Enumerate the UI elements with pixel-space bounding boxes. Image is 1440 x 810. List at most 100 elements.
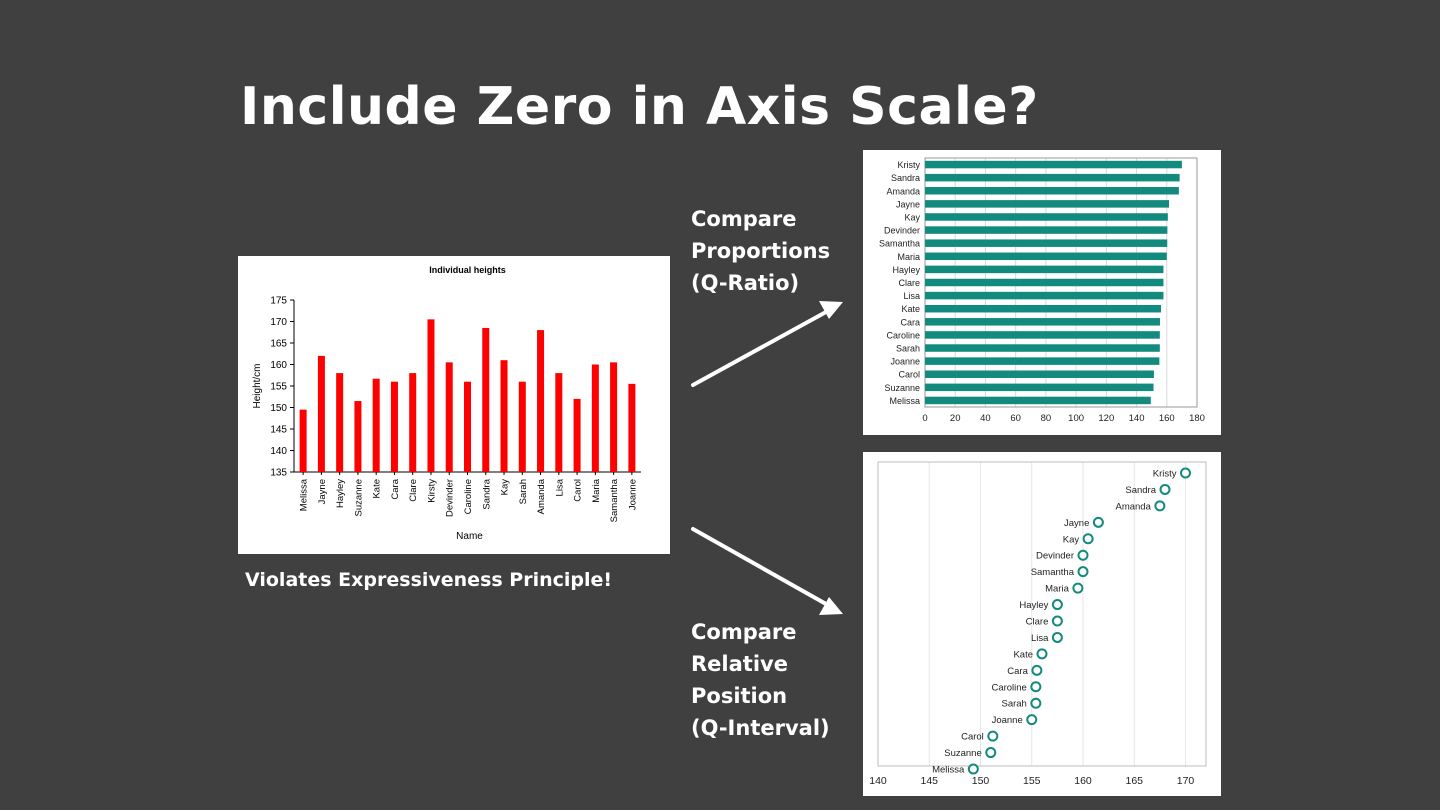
dot bbox=[1032, 666, 1041, 675]
point-label: Amanda bbox=[1115, 501, 1151, 512]
dot-plot-svg: 140 145 150 155 160 165 170 Kristy Sandra Amanda J… bbox=[863, 452, 1221, 796]
dot bbox=[1181, 469, 1190, 478]
dot bbox=[1053, 633, 1062, 642]
y-tick-label: Sandra bbox=[891, 173, 920, 183]
dot bbox=[1094, 518, 1103, 527]
x-tick-label: 120 bbox=[1098, 413, 1114, 424]
x-tick-label: 60 bbox=[1010, 413, 1021, 424]
x-tick-label: 170 bbox=[1177, 775, 1195, 787]
dot bbox=[1027, 715, 1036, 724]
y-tick-label: Kate bbox=[901, 304, 920, 314]
point-label: Kate bbox=[1013, 649, 1033, 660]
bar bbox=[925, 174, 1180, 182]
y-tick-label: Maria bbox=[897, 252, 920, 262]
bar bbox=[925, 213, 1168, 221]
bar bbox=[925, 318, 1160, 326]
point-label: Caroline bbox=[991, 682, 1026, 693]
x-tick-label: 0 bbox=[922, 413, 927, 424]
arrow-up-right-line bbox=[693, 312, 826, 385]
point-label: Suzanne bbox=[944, 748, 982, 759]
y-tick-label: Kay bbox=[904, 212, 920, 222]
y-tick-label: Clare bbox=[898, 278, 920, 288]
bar bbox=[925, 292, 1163, 300]
chart-panel-dot-plot: 140 145 150 155 160 165 170 Kristy Sandra Amanda J… bbox=[863, 452, 1221, 796]
x-tick-label: 160 bbox=[1074, 775, 1092, 787]
bar bbox=[925, 305, 1161, 313]
x-tick-label: 100 bbox=[1068, 413, 1084, 424]
arrow-down-right-line bbox=[693, 529, 826, 604]
y-tick-label: Devinder bbox=[884, 226, 920, 236]
bar bbox=[925, 187, 1179, 195]
y-tick-label: Amanda bbox=[886, 186, 920, 196]
bar bbox=[925, 279, 1163, 287]
dot bbox=[1155, 501, 1164, 510]
point-label: Cara bbox=[1007, 666, 1028, 677]
bar bbox=[925, 397, 1151, 405]
y-tick-label: Jayne bbox=[896, 199, 920, 209]
x-tick-label: 180 bbox=[1189, 413, 1205, 424]
y-tick-label: Joanne bbox=[890, 357, 920, 367]
y-tick-label: Kristy bbox=[898, 160, 921, 170]
x-tick-label: 160 bbox=[1159, 413, 1175, 424]
point-label: Maria bbox=[1045, 584, 1069, 595]
bar bbox=[925, 370, 1154, 378]
point-label: Kristy bbox=[1153, 469, 1177, 480]
dot bbox=[1038, 649, 1047, 658]
point-label: Hayley bbox=[1019, 600, 1048, 611]
dot bbox=[986, 748, 995, 757]
x-tick-label: 165 bbox=[1125, 775, 1143, 787]
dot bbox=[1084, 534, 1093, 543]
y-tick-label: Samantha bbox=[879, 239, 920, 249]
point-label: Kay bbox=[1063, 534, 1080, 545]
point-label: Samantha bbox=[1031, 567, 1075, 578]
dot bbox=[1079, 551, 1088, 560]
bar bbox=[925, 161, 1182, 169]
y-tick-label: Carol bbox=[898, 370, 920, 380]
dot bbox=[1053, 600, 1062, 609]
bar bbox=[925, 226, 1167, 234]
point-label: Jayne bbox=[1064, 518, 1089, 529]
bar bbox=[925, 384, 1153, 392]
horizontal-bar-chart-svg: 0 20 40 60 80 100 120 140 160 180 Kristy Sandra Aman… bbox=[863, 150, 1221, 435]
x-tick-label: 145 bbox=[920, 775, 938, 787]
point-label: Sarah bbox=[1001, 699, 1026, 710]
x-tick-label: 140 bbox=[1129, 413, 1145, 424]
point-label: Carol bbox=[961, 732, 984, 743]
bar bbox=[925, 266, 1163, 274]
dot bbox=[1031, 699, 1040, 708]
bar bbox=[925, 200, 1169, 208]
chart-panel-horizontal-bars: 0 20 40 60 80 100 120 140 160 180 Kristy Sandra Aman… bbox=[863, 150, 1221, 435]
dot bbox=[1053, 617, 1062, 626]
y-tick-label: Cara bbox=[900, 317, 920, 327]
x-tick-label: 40 bbox=[980, 413, 991, 424]
point-label: Joanne bbox=[992, 715, 1023, 726]
y-tick-label: Suzanne bbox=[884, 383, 920, 393]
x-tick-label: 150 bbox=[972, 775, 990, 787]
bar bbox=[925, 331, 1160, 339]
point-label: Clare bbox=[1026, 617, 1049, 628]
y-tick-label: Caroline bbox=[886, 330, 920, 340]
x-tick-label: 155 bbox=[1023, 775, 1041, 787]
y-tick-label: Hayley bbox=[892, 265, 920, 275]
dot bbox=[1073, 584, 1082, 593]
dot bbox=[1161, 485, 1170, 494]
dot bbox=[969, 765, 978, 774]
point-label: Devinder bbox=[1036, 551, 1074, 562]
point-label: Lisa bbox=[1031, 633, 1049, 644]
bar bbox=[925, 357, 1159, 365]
arrow-up-right-head bbox=[819, 301, 843, 319]
point-label: Melissa bbox=[932, 765, 965, 776]
x-tick-label: 140 bbox=[869, 775, 887, 787]
point-label: Sandra bbox=[1125, 485, 1156, 496]
y-tick-label: Sarah bbox=[896, 344, 920, 354]
dot bbox=[988, 732, 997, 741]
y-tick-label: Melissa bbox=[889, 396, 920, 406]
arrow-down-right-head bbox=[819, 597, 843, 615]
dot bbox=[1079, 567, 1088, 576]
x-tick-label: 20 bbox=[950, 413, 961, 424]
dot bbox=[1031, 682, 1040, 691]
bar bbox=[925, 253, 1167, 261]
bar bbox=[925, 239, 1167, 247]
y-tick-label: Lisa bbox=[903, 291, 920, 301]
